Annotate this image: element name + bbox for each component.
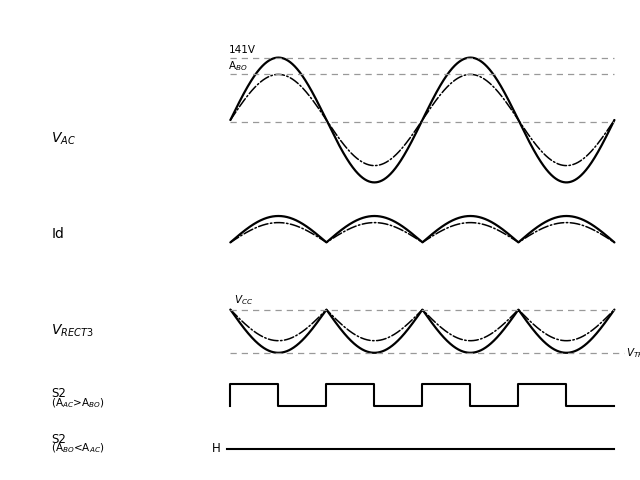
Text: S2: S2 <box>51 387 66 400</box>
Text: $V_{RECT3}$: $V_{RECT3}$ <box>51 323 93 339</box>
Text: Id: Id <box>51 228 64 241</box>
Text: $V_{CC}$: $V_{CC}$ <box>234 293 253 307</box>
Text: $V_{TH}$: $V_{TH}$ <box>626 346 640 360</box>
Text: $V_{AC}$: $V_{AC}$ <box>51 131 76 147</box>
Text: S2: S2 <box>51 432 66 446</box>
Text: H: H <box>212 442 221 456</box>
Text: (A$_{AC}$>A$_{BO}$): (A$_{AC}$>A$_{BO}$) <box>51 396 105 410</box>
Text: 141V: 141V <box>228 45 255 55</box>
Text: A$_{BO}$: A$_{BO}$ <box>228 59 248 73</box>
Text: (A$_{BO}$<A$_{AC}$): (A$_{BO}$<A$_{AC}$) <box>51 441 105 455</box>
